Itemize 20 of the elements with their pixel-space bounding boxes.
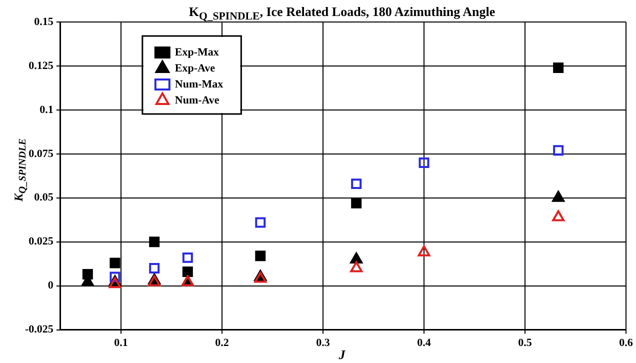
x-tick-label: 0.1 — [114, 337, 128, 350]
y-tick-label: 0.075 — [28, 148, 54, 160]
y-tick-label: 0.025 — [28, 236, 54, 248]
y-tick-label: 0.125 — [28, 60, 54, 72]
y-tick-label: 0.05 — [34, 192, 54, 204]
legend-label: Exp-Max — [174, 46, 220, 58]
x-axis-title: J — [338, 347, 346, 362]
y-tick-label: 0.15 — [34, 16, 54, 28]
x-tick-label: 0.2 — [215, 337, 230, 350]
legend-label: Exp-Ave — [174, 62, 216, 74]
x-tick-label: 0.4 — [417, 337, 432, 350]
x-tick-label: 0.5 — [518, 337, 532, 350]
y-tick-label: 0 — [48, 280, 54, 292]
x-tick-label: 0.6 — [619, 337, 634, 350]
y-tick-label: 0.1 — [40, 104, 54, 116]
y-tick-label: -0.025 — [24, 324, 54, 336]
legend-label: Num-Ave — [174, 94, 220, 106]
x-tick-label: 0.3 — [316, 337, 330, 350]
chart-title: K$_{Q_SPINDLE}$, Ice Related Loads, 180 Azimuthing Angle — [188, 4, 496, 23]
legend-label: Num-Max — [174, 78, 224, 90]
